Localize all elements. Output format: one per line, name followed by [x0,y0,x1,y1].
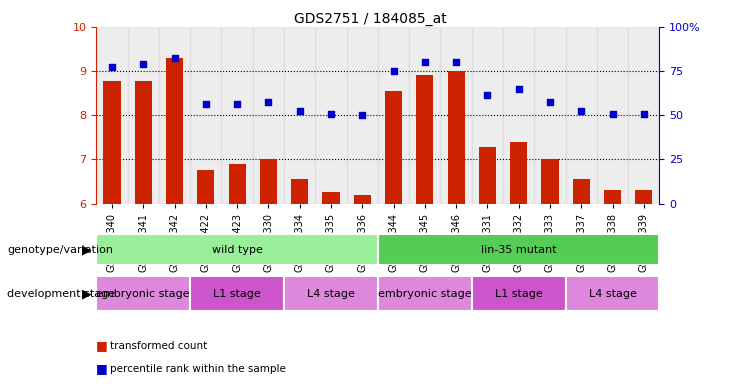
Text: development stage: development stage [7,289,116,299]
Point [356,112,368,118]
Text: ▶: ▶ [82,243,91,256]
Point [607,111,619,118]
Bar [378,276,472,311]
Bar [96,276,190,311]
Point [262,99,274,105]
Point [200,101,212,107]
Bar [347,27,378,204]
Point [137,61,149,68]
Bar [159,27,190,204]
Text: ■: ■ [96,339,108,352]
Bar [479,147,496,204]
Bar [284,27,316,204]
Bar [103,81,121,204]
Point [293,108,305,114]
Point [106,64,118,70]
Text: lin-35 mutant: lin-35 mutant [481,245,556,255]
Bar [190,27,222,204]
Bar [565,27,597,204]
Text: L1 stage: L1 stage [495,289,542,299]
Text: L4 stage: L4 stage [307,289,355,299]
Bar [166,58,183,204]
Bar [510,142,528,204]
Text: ▶: ▶ [82,287,91,300]
Text: percentile rank within the sample: percentile rank within the sample [110,364,285,374]
Text: genotype/variation: genotype/variation [7,245,113,255]
Bar [604,190,621,204]
Text: L4 stage: L4 stage [588,289,637,299]
Bar [597,27,628,204]
Point [451,59,462,65]
Point [388,68,399,74]
Bar [378,27,409,204]
Bar [565,276,659,311]
Text: GDS2751 / 184085_at: GDS2751 / 184085_at [294,12,447,25]
Bar [197,169,214,204]
Point [513,86,525,92]
Bar [542,159,559,204]
Bar [472,27,503,204]
Bar [440,27,472,204]
Bar [416,76,433,204]
Point [231,101,243,107]
Point [544,99,556,105]
Bar [448,71,465,204]
Text: wild type: wild type [212,245,262,255]
Bar [291,179,308,204]
Point [575,108,587,114]
Bar [284,276,378,311]
Bar [316,27,347,204]
Text: transformed count: transformed count [110,341,207,351]
Bar [260,159,277,204]
Bar [534,27,565,204]
Bar [635,190,652,204]
Bar [378,234,659,265]
Bar [190,276,284,311]
Text: embryonic stage: embryonic stage [378,289,472,299]
Bar [135,81,152,204]
Bar [253,27,284,204]
Point [419,59,431,65]
Text: embryonic stage: embryonic stage [96,289,190,299]
Bar [322,192,339,204]
Bar [96,234,378,265]
Bar [96,27,127,204]
Bar [503,27,534,204]
Bar [409,27,440,204]
Bar [628,27,659,204]
Bar [222,27,253,204]
Point [638,111,650,118]
Bar [353,195,370,204]
Bar [385,91,402,204]
Point [169,55,181,61]
Bar [228,164,246,204]
Bar [472,276,565,311]
Bar [127,27,159,204]
Text: ■: ■ [96,362,108,375]
Text: L1 stage: L1 stage [213,289,261,299]
Point [482,92,494,98]
Point [325,111,337,118]
Bar [573,179,590,204]
